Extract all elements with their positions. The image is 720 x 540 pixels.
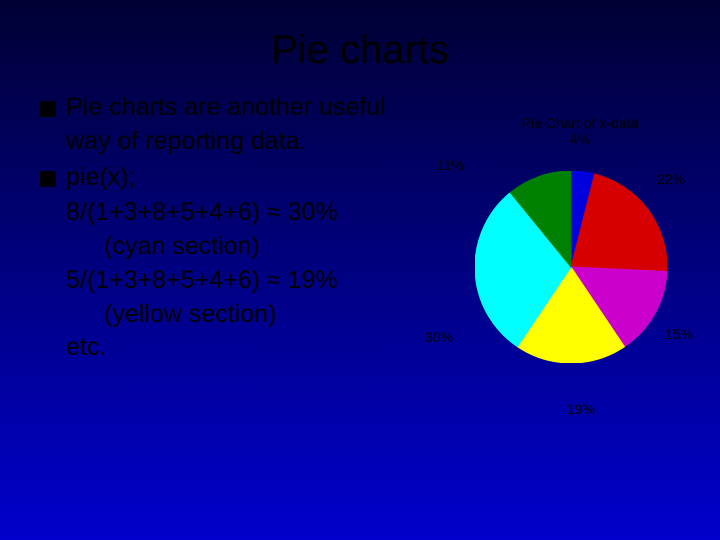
pie-chart	[475, 171, 667, 368]
pie-label: 11%	[437, 157, 464, 173]
bullet-text: pie(x);	[66, 161, 415, 195]
body-line: 8/(1+3+8+5+4+6) ≈ 30%	[40, 196, 415, 230]
chart-title: Pie Chart of x-data 4%	[520, 115, 640, 147]
pie-label: 22%	[657, 171, 685, 187]
body-line: (cyan section)	[40, 230, 415, 264]
bullet-item: Pie charts are another useful way of rep…	[40, 91, 415, 159]
body-line: 5/(1+3+8+5+4+6) ≈ 19%	[40, 264, 415, 298]
body-line: (yellow section)	[40, 298, 415, 332]
body-line: etc.	[40, 331, 415, 365]
slide-title: Pie charts	[0, 0, 720, 91]
square-bullet-icon	[40, 101, 56, 117]
text-column: Pie charts are another useful way of rep…	[40, 91, 415, 365]
square-bullet-icon	[40, 171, 56, 187]
pie-label: 15%	[665, 326, 693, 342]
chart-title-line1: Pie Chart of x-data	[520, 115, 640, 131]
pie-label: 19%	[567, 401, 595, 417]
bullet-text: Pie charts are another useful way of rep…	[66, 91, 415, 159]
pie-label: 30%	[425, 329, 453, 345]
pie-svg	[475, 171, 667, 363]
bullet-item: pie(x);	[40, 161, 415, 195]
pie-chart-area: Pie Chart of x-data 4% 22%15%19%30%11%	[415, 91, 690, 365]
chart-title-line2: 4%	[520, 131, 640, 147]
content-area: Pie charts are another useful way of rep…	[0, 91, 720, 365]
